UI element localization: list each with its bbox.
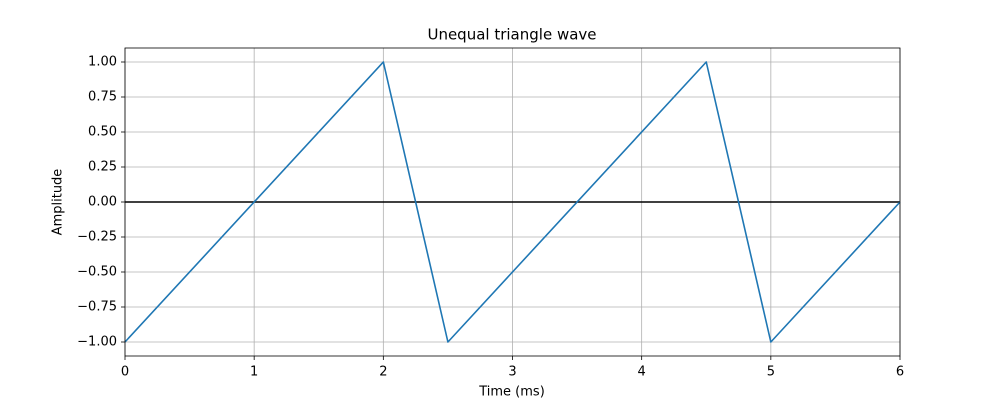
y-tick-label: 0.75	[88, 90, 117, 105]
chart-title: Unequal triangle wave	[427, 26, 596, 44]
y-tick-label: −0.25	[77, 230, 117, 245]
x-tick-label: 1	[250, 365, 258, 380]
y-axis-label: Amplitude	[51, 169, 66, 236]
x-tick-label: 3	[508, 365, 516, 380]
x-tick-label: 0	[121, 365, 129, 380]
y-tick-label: 1.00	[88, 55, 117, 70]
x-axis-label: Time (ms)	[478, 385, 545, 400]
y-tick-label: 0.25	[88, 160, 117, 175]
x-tick-label: 5	[767, 365, 775, 380]
y-tick-label: −1.00	[77, 335, 117, 350]
data-line	[124, 61, 901, 343]
x-tick-label: 6	[896, 365, 904, 380]
y-tick-label: −0.50	[77, 265, 117, 280]
y-tick-label: −0.75	[77, 300, 117, 315]
x-tick-label: 4	[638, 365, 646, 380]
y-tick-label: 0.50	[88, 125, 117, 140]
x-tick-label: 2	[379, 365, 387, 380]
plot-frame	[124, 47, 901, 357]
y-tick-label: 0.00	[88, 195, 117, 210]
